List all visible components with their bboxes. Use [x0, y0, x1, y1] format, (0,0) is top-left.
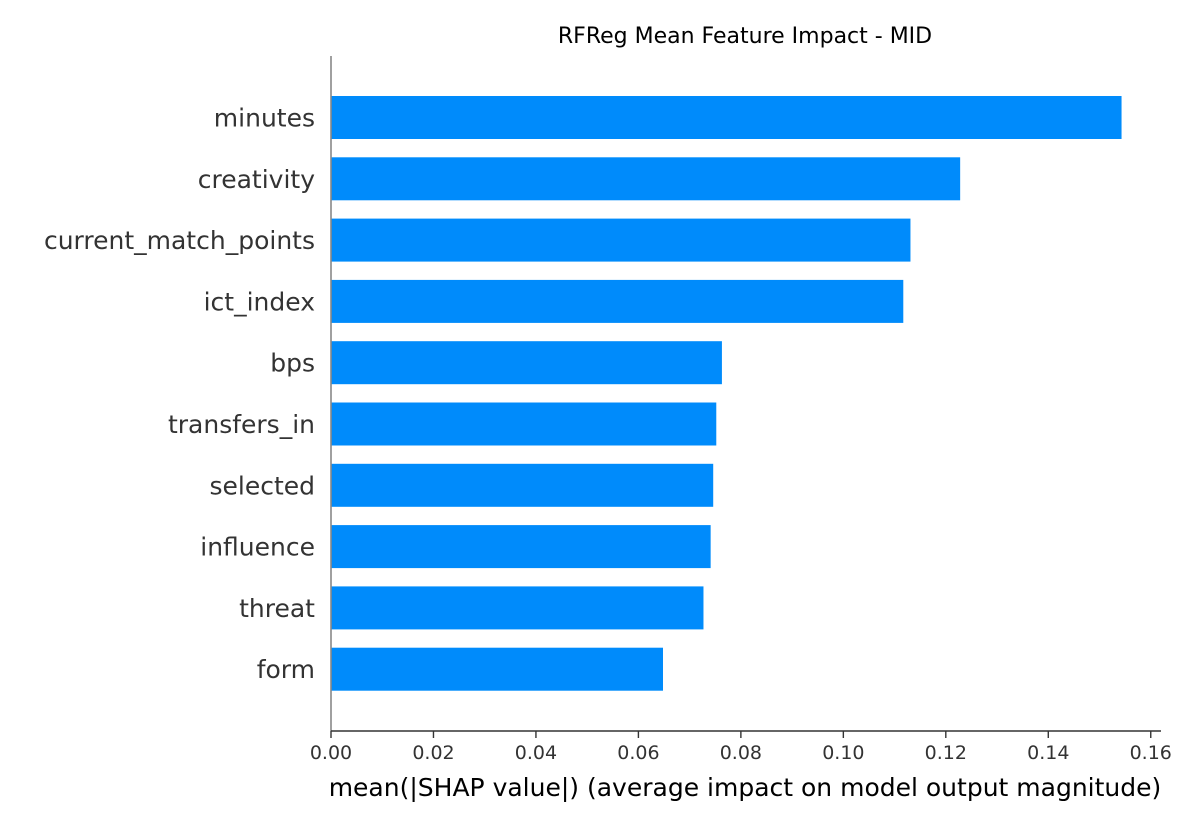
x-tick-label: 0.14	[1027, 742, 1069, 764]
bar-threat	[331, 586, 704, 630]
bar-minutes	[331, 96, 1122, 139]
bar-ict-index	[331, 279, 904, 323]
category-label: transfers_in	[168, 410, 315, 439]
category-label: creativity	[198, 165, 315, 194]
bar-bps	[331, 341, 722, 385]
category-label: selected	[209, 471, 315, 500]
category-label: ict_index	[204, 287, 315, 316]
category-label: current_match_points	[44, 226, 315, 255]
x-tick-label: 0.04	[515, 742, 557, 764]
x-tick-label: 0.10	[822, 742, 864, 764]
x-axis-label: mean(|SHAP value|) (average impact on mo…	[329, 773, 1162, 802]
category-label: threat	[239, 594, 315, 623]
bar-form	[331, 647, 663, 691]
x-tick-label: 0.02	[412, 742, 454, 764]
category-label: influence	[200, 533, 315, 562]
category-label: form	[257, 655, 315, 684]
category-labels: minutes creativity current_match_pointsict…	[44, 104, 315, 685]
bar-current-match-points	[331, 218, 911, 262]
bar-influence	[331, 525, 711, 569]
x-tick-label: 0.16	[1130, 742, 1172, 764]
bar-creativity	[331, 157, 961, 201]
x-tick-label: 0.12	[925, 742, 967, 764]
bars-layer	[331, 96, 1122, 691]
x-tick-label: 0.08	[720, 742, 762, 764]
x-tick-label: 0.00	[310, 742, 352, 764]
category-label: minutes	[214, 104, 315, 133]
bar-transfers-in	[331, 402, 717, 446]
bar-selected	[331, 463, 714, 507]
chart-title: RFReg Mean Feature Impact - MID	[558, 24, 932, 49]
category-label: bps	[270, 349, 315, 378]
x-tick-label: 0.06	[617, 742, 659, 764]
x-axis-ticks: 0.00 0.02 0.04 0.06 0.08 0.10 0.12 0.14 0.16	[310, 731, 1172, 764]
